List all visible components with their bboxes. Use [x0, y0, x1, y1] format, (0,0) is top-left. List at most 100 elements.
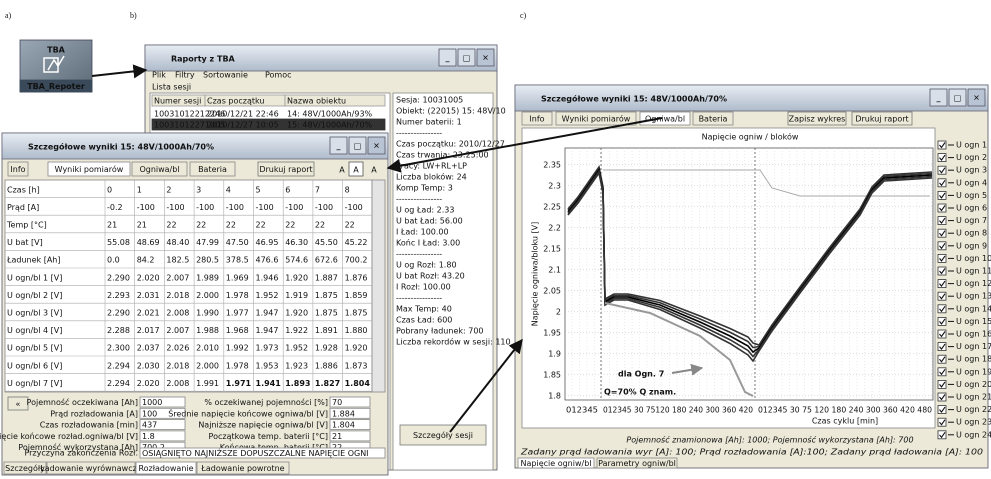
legend-entry[interactable]: U ogn 4	[956, 178, 987, 187]
legend-entry[interactable]: U ogn 5	[956, 191, 987, 200]
legend-checkbox[interactable]	[938, 343, 946, 351]
menu-item[interactable]: Pomoc	[265, 71, 292, 80]
window-button-icon[interactable]: ✕	[973, 94, 980, 103]
session-cell[interactable]: 2010/12/21 22:46	[207, 110, 279, 119]
legend-entry[interactable]: U ogn 21	[956, 393, 991, 402]
legend-checkbox[interactable]	[938, 217, 946, 225]
legend-checkbox[interactable]	[938, 280, 946, 288]
legend-checkbox[interactable]	[938, 267, 946, 275]
legend-checkbox[interactable]	[938, 330, 946, 338]
legend-entry[interactable]: U ogn 20	[956, 380, 991, 389]
window-button-icon[interactable]: □	[463, 54, 471, 63]
tab[interactable]: Ogniwa/bl	[139, 165, 179, 174]
legend-checkbox[interactable]	[938, 355, 946, 363]
legend-checkbox[interactable]	[938, 368, 946, 376]
table-cell: 2.290	[107, 309, 130, 318]
legend-checkbox[interactable]	[938, 204, 946, 212]
tab[interactable]: Wyniki pomiarów	[55, 164, 124, 174]
menu-item[interactable]: Filtry	[175, 71, 195, 80]
tab[interactable]: Info	[10, 165, 25, 174]
legend-checkbox[interactable]	[938, 254, 946, 262]
table-cell: 2.026	[166, 344, 189, 353]
legend-checkbox[interactable]	[938, 141, 946, 149]
session-details-button[interactable]: Szczegóły sesji	[413, 430, 473, 440]
bottom-tab[interactable]: Ładowanie powrotne	[200, 464, 284, 473]
session-cell[interactable]: 14: 48V/1000Ah/93%	[287, 110, 373, 119]
app-icon-label[interactable]: TBA_Repoter	[27, 82, 85, 91]
legend-checkbox[interactable]	[938, 418, 946, 426]
legend-checkbox[interactable]	[938, 179, 946, 187]
font-size-button[interactable]: A	[353, 166, 359, 175]
legend-entry[interactable]: U ogn 19	[956, 367, 991, 376]
bottom-tab[interactable]: Ładowanie wyrównawcze	[39, 463, 142, 473]
bottom-tab[interactable]: Napięcie ogniw/bl	[521, 459, 592, 468]
window-button-icon[interactable]: _	[337, 142, 341, 151]
legend-entry[interactable]: U ogn 24	[956, 430, 991, 439]
app-icon-title[interactable]: TBA	[47, 46, 66, 55]
legend-checkbox[interactable]	[938, 431, 946, 439]
legend-entry[interactable]: U ogn 7	[956, 216, 987, 225]
table-cell: 2.020	[137, 379, 160, 388]
legend-entry[interactable]: U ogn 18	[956, 355, 991, 364]
menu-item[interactable]: Sortowanie	[203, 71, 248, 80]
y-tick-label: 2.25	[543, 202, 561, 211]
tab[interactable]: Bateria	[198, 165, 227, 174]
legend-entry[interactable]: U ogn 15	[956, 317, 991, 326]
legend-entry[interactable]: U ogn 16	[956, 330, 991, 339]
print-button[interactable]: Drukuj raport	[855, 115, 908, 124]
window-button-icon[interactable]: □	[354, 142, 362, 151]
legend-entry[interactable]: U ogn 9	[956, 241, 987, 250]
bottom-tab[interactable]: Parametry ogniw/bl	[598, 459, 676, 468]
session-cell[interactable]: 15: 48V/1000Ah/70%	[287, 121, 373, 130]
save-chart-button[interactable]: Zapisz wykres	[789, 115, 846, 124]
legend-checkbox[interactable]	[938, 305, 946, 313]
session-cell[interactable]: 2010/12/27 10:05	[207, 121, 279, 130]
bottom-tab[interactable]: Rozładowanie	[138, 464, 193, 473]
table-cell: 378.5	[226, 256, 249, 265]
back-button[interactable]: «	[16, 400, 21, 409]
legend-checkbox[interactable]	[938, 229, 946, 237]
print-button[interactable]: Drukuj raport	[259, 165, 312, 174]
y-tick-label: 2.15	[543, 244, 561, 253]
legend-checkbox[interactable]	[938, 317, 946, 325]
window-button-icon[interactable]: _	[446, 54, 450, 63]
legend-entry[interactable]: U ogn 12	[956, 279, 991, 288]
legend-entry[interactable]: U ogn 2	[956, 153, 987, 162]
scrollbar[interactable]	[372, 180, 385, 392]
session-info-line: U og Ład: 2.33	[396, 206, 454, 215]
window-button-icon[interactable]: _	[937, 94, 941, 103]
tab[interactable]: Info	[529, 115, 544, 124]
legend-checkbox[interactable]	[938, 242, 946, 250]
font-size-button[interactable]: A	[339, 166, 345, 175]
legend-checkbox[interactable]	[938, 166, 946, 174]
window-button-icon[interactable]: □	[954, 94, 962, 103]
legend-entry[interactable]: U ogn 17	[956, 342, 991, 351]
legend-entry[interactable]: U ogn 23	[956, 418, 991, 427]
legend-entry[interactable]: U ogn 13	[956, 292, 991, 301]
window-button-icon[interactable]: ✕	[373, 142, 380, 151]
legend-entry[interactable]: U ogn 3	[956, 166, 987, 175]
legend-entry[interactable]: U ogn 14	[956, 304, 991, 313]
tab[interactable]: Wyniki pomiarów	[562, 114, 631, 124]
column-header: Czas początku	[207, 97, 264, 106]
legend-checkbox[interactable]	[938, 154, 946, 162]
legend-checkbox[interactable]	[938, 380, 946, 388]
menu-item[interactable]: Plik	[152, 71, 166, 80]
legend-checkbox[interactable]	[938, 191, 946, 199]
session-info-line: ----------------	[396, 129, 442, 138]
legend-entry[interactable]: U ogn 1	[956, 141, 987, 150]
legend-entry[interactable]: U ogn 10	[956, 254, 991, 263]
legend-checkbox[interactable]	[938, 406, 946, 414]
legend-entry[interactable]: U ogn 6	[956, 204, 987, 213]
legend-checkbox[interactable]	[938, 292, 946, 300]
legend-entry[interactable]: U ogn 8	[956, 229, 987, 238]
table-cell: -100	[166, 203, 184, 212]
window-button-icon[interactable]: ✕	[482, 54, 489, 63]
legend-checkbox[interactable]	[938, 393, 946, 401]
tab[interactable]: Bateria	[699, 115, 728, 124]
font-size-button[interactable]: A	[371, 166, 377, 175]
table-cell: 1.946	[256, 273, 279, 282]
legend-entry[interactable]: U ogn 11	[956, 267, 991, 276]
bottom-tab[interactable]: Szczegóły	[5, 463, 45, 473]
legend-entry[interactable]: U ogn 22	[956, 405, 991, 414]
